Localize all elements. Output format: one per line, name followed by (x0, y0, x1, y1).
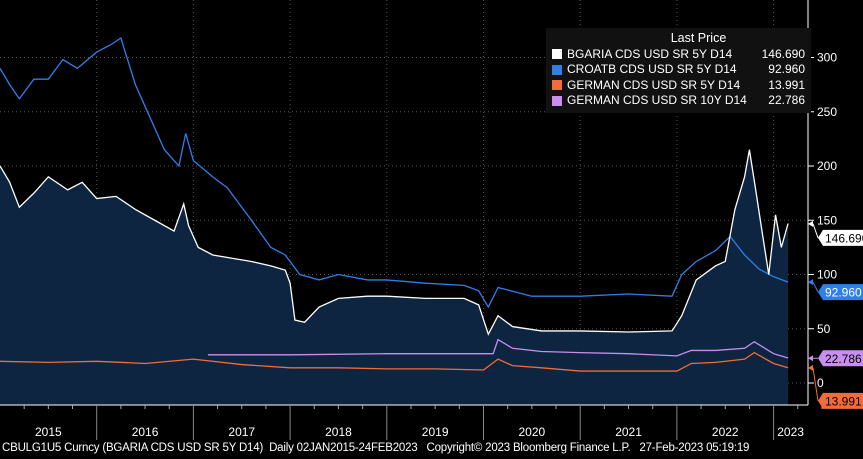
x-tick-label: 2016 (132, 425, 159, 439)
legend-swatch (552, 64, 562, 75)
legend-item: CROATB CDS USD SR 5Y D14 92.960 (552, 62, 805, 78)
legend-value: 146.690 (761, 46, 805, 61)
last-value-tag-bg (818, 229, 863, 246)
last-value-leader (812, 281, 819, 293)
last-value-tag-label: 92.960 (825, 286, 862, 300)
last-value-tag-label: 13.991 (825, 394, 862, 408)
legend: Last Price BGARIA CDS USD SR 5Y D14 146.6… (546, 28, 811, 113)
last-value-pointer (808, 364, 813, 371)
last-value-tag: 92.960 (808, 279, 863, 301)
legend-item: GERMAN CDS USD SR 5Y D14 13.991 (552, 78, 805, 94)
legend-label: GERMAN CDS USD SR 5Y D14 (567, 77, 741, 92)
y-tick-label: 300 (817, 51, 837, 65)
x-tick-label: 2023 (777, 425, 804, 439)
last-value-pointer (808, 279, 813, 286)
y-tick-label: 50 (817, 322, 831, 336)
last-value-tag-label: 22.786 (825, 352, 862, 366)
last-value-tag: 22.786 (808, 350, 863, 367)
last-value-tag-bg (818, 350, 863, 367)
legend-swatch (552, 95, 562, 106)
legend-value: 92.960 (768, 62, 805, 76)
last-value-tag: 146.690 (808, 220, 863, 246)
last-value-tag-label: 146.690 (825, 231, 863, 245)
y-tick-label: 250 (817, 105, 837, 119)
y-tick-label: 0 (817, 376, 824, 390)
x-tick-label: 2015 (35, 425, 62, 439)
legend-label: CROATB CDS USD SR 5Y D14 (567, 62, 737, 76)
x-tick-label: 2019 (422, 425, 449, 439)
legend-label: GERMAN CDS USD SR 10Y D14 (567, 93, 747, 107)
legend-item: GERMAN CDS USD SR 10Y D14 22.786 (552, 93, 805, 109)
last-value-leader (812, 223, 819, 239)
last-value-leader (812, 367, 819, 401)
series-area (0, 149, 789, 405)
y-tick-label: 100 (817, 268, 837, 282)
legend-swatch (552, 80, 562, 91)
x-tick-label: 2018 (325, 425, 352, 439)
series-line-german-cds-usd-sr-5y-d14 (0, 351, 789, 372)
legend-item: BGARIA CDS USD SR 5Y D14 146.690 (552, 47, 805, 63)
x-tick-label: 2017 (228, 425, 255, 439)
legend-value: 13.991 (768, 77, 805, 92)
series-line-croatb-cds-usd-sr-5y-d14 (0, 36, 789, 309)
footer: CBULG1U5 Curncy (BGARIA CDS USD SR 5Y D1… (2, 442, 750, 454)
legend-label: BGARIA CDS USD SR 5Y D14 (567, 46, 733, 61)
x-tick-label: 2020 (518, 425, 545, 439)
series-line-bgaria-cds-usd-sr-5y-d14 (0, 149, 789, 336)
series-line-german-cds-usd-sr-10y-d14 (207, 338, 789, 359)
x-tick-label: 2022 (712, 425, 739, 439)
last-value-pointer (808, 220, 813, 227)
last-value-tag-bg (818, 392, 863, 409)
last-value-tag: 13.991 (808, 364, 863, 409)
y-tick-label: 200 (817, 159, 837, 173)
legend-swatch (552, 49, 562, 60)
legend-value: 22.786 (768, 93, 805, 107)
legend-title: Last Price (670, 31, 727, 45)
last-value-tag-bg (818, 284, 863, 301)
x-tick-label: 2021 (615, 425, 642, 439)
last-value-pointer (808, 355, 813, 362)
y-tick-label: 150 (817, 213, 837, 227)
